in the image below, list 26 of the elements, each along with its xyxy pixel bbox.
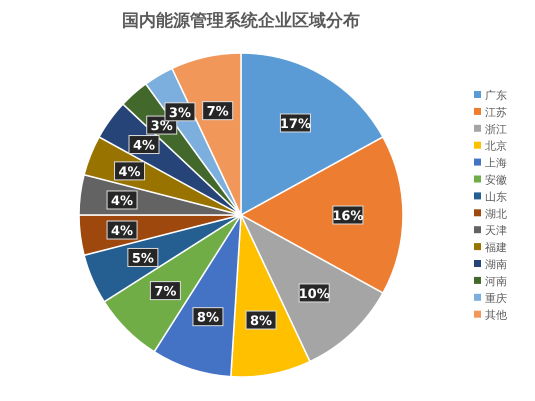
legend-label: 重庆 [485,292,507,305]
data-label: 8% [196,310,219,326]
data-label: 3% [150,119,173,134]
data-label: 5% [132,251,154,266]
data-label: 4% [118,164,141,180]
legend-label: 湖南 [485,258,507,271]
legend-label: 天津 [485,224,507,238]
data-label: 3% [168,106,192,121]
legend-label: 山东 [485,190,507,204]
legend-label: 北京 [485,140,507,153]
legend-label: 湖北 [485,207,507,220]
legend-label: 广东 [485,89,507,102]
data-label: 8% [250,314,272,330]
legend-label: 其他 [485,308,507,322]
legend-label: 河南 [485,274,507,288]
data-label: 7% [206,104,229,120]
data-label: 4% [111,224,134,240]
legend-label: 浙江 [485,122,507,136]
legend-label: 上海 [485,156,507,170]
data-label: 4% [111,194,134,209]
legend-label: 福建 [485,241,507,254]
data-label: 4% [132,138,156,154]
chart-title: 国内能源管理系统企业区域分布 [122,11,360,31]
data-label: 7% [154,284,176,300]
legend-label: 江苏 [485,106,507,119]
legend-label: 安徽 [485,174,507,186]
